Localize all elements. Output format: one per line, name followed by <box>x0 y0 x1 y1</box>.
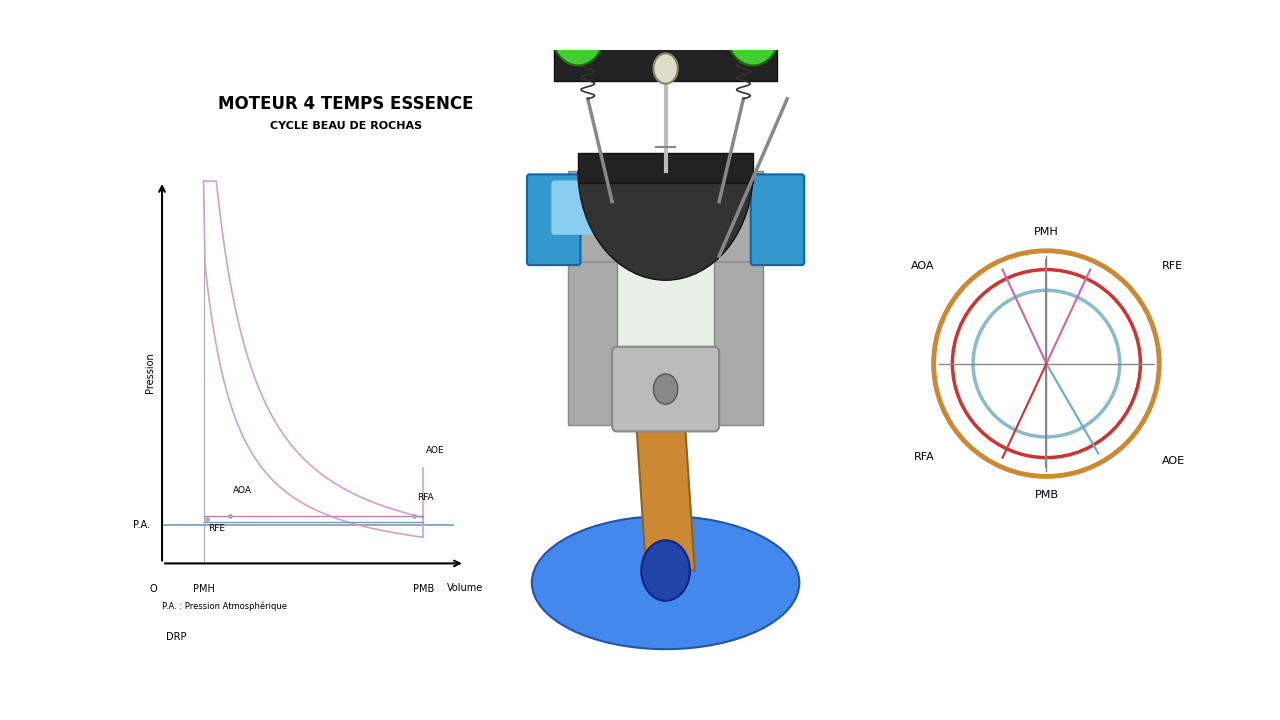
FancyBboxPatch shape <box>552 181 604 235</box>
Text: Volume: Volume <box>447 582 483 593</box>
Text: MOTEUR 4 TEMPS ESSENCE: MOTEUR 4 TEMPS ESSENCE <box>218 95 474 113</box>
FancyBboxPatch shape <box>527 174 581 265</box>
Polygon shape <box>714 171 801 262</box>
FancyBboxPatch shape <box>612 347 719 431</box>
Text: AOA: AOA <box>911 261 934 271</box>
FancyBboxPatch shape <box>617 171 714 426</box>
Text: P.A. : Pression Atmosphérique: P.A. : Pression Atmosphérique <box>163 602 287 611</box>
Circle shape <box>654 374 678 404</box>
Text: O: O <box>150 585 157 595</box>
FancyBboxPatch shape <box>750 174 804 265</box>
Polygon shape <box>530 171 617 262</box>
Text: DRP: DRP <box>166 632 187 642</box>
Text: P.A.: P.A. <box>133 520 150 530</box>
Text: AOA: AOA <box>233 486 252 495</box>
Text: PMH: PMH <box>193 585 215 595</box>
Circle shape <box>552 0 604 66</box>
Ellipse shape <box>532 516 799 649</box>
Text: CYCLE BEAU DE ROCHAS: CYCLE BEAU DE ROCHAS <box>270 121 421 131</box>
Circle shape <box>654 53 678 84</box>
FancyBboxPatch shape <box>600 168 731 222</box>
Circle shape <box>641 540 690 600</box>
FancyBboxPatch shape <box>714 171 763 426</box>
Text: RFA: RFA <box>914 452 934 462</box>
Text: AOE: AOE <box>426 446 444 454</box>
FancyBboxPatch shape <box>579 153 753 184</box>
Polygon shape <box>636 426 695 570</box>
Text: PMB: PMB <box>1034 490 1059 500</box>
FancyBboxPatch shape <box>568 171 617 426</box>
FancyBboxPatch shape <box>554 38 777 81</box>
Text: PMB: PMB <box>412 585 434 595</box>
Wedge shape <box>579 171 753 280</box>
Text: RFA: RFA <box>417 493 434 503</box>
Circle shape <box>727 0 780 66</box>
Text: AOE: AOE <box>1162 456 1185 467</box>
Text: Pression: Pression <box>145 352 155 392</box>
Text: PMH: PMH <box>1034 227 1059 237</box>
Text: RFE: RFE <box>209 524 225 533</box>
Text: RFE: RFE <box>1162 261 1183 271</box>
